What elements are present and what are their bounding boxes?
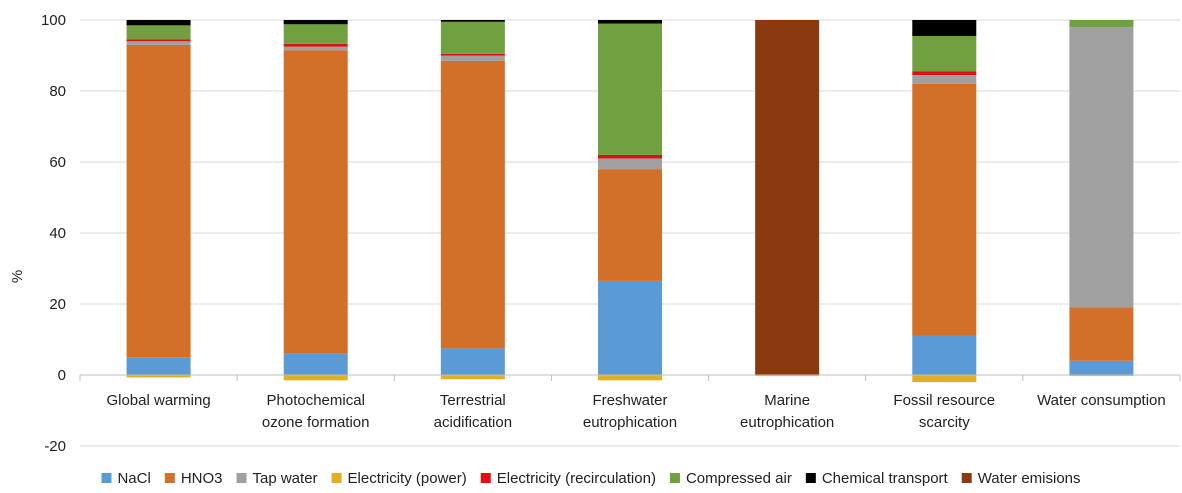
bar-segment xyxy=(1069,307,1134,361)
bar-segment xyxy=(912,20,977,36)
category-label: Fossil resource xyxy=(893,392,995,409)
category-labels: Global warming Photochemical ozone formati… xyxy=(106,392,1165,431)
bar-segment xyxy=(912,71,977,76)
legend-swatch xyxy=(236,473,247,483)
bar-segment xyxy=(126,41,191,45)
bar-segment xyxy=(126,44,191,358)
category-label: eutrophication xyxy=(583,414,677,431)
bar-segment xyxy=(440,55,505,61)
bar-segment xyxy=(283,20,348,25)
bar-segment xyxy=(598,158,662,170)
bar-segment xyxy=(283,353,348,375)
x-axis xyxy=(79,374,1181,381)
legend-swatch xyxy=(805,473,816,483)
bar-segment xyxy=(126,375,191,378)
bar-segment xyxy=(598,23,662,155)
y-tick-label: 100 xyxy=(41,12,66,29)
category-label: Global warming xyxy=(106,392,210,409)
bar-segment xyxy=(440,375,505,380)
bar-segment xyxy=(126,39,191,42)
bar-segment xyxy=(126,357,191,375)
bar-segment xyxy=(598,375,662,381)
category-label: Photochemical xyxy=(267,392,365,409)
bar-segment xyxy=(283,43,348,47)
y-tick-label: 40 xyxy=(49,225,66,242)
bar-segment xyxy=(912,35,977,72)
bar-segment xyxy=(598,169,662,281)
legend-label: Electricity (power) xyxy=(348,470,467,487)
bar-segment xyxy=(912,83,977,336)
legend-label: Tap water xyxy=(253,470,318,487)
category-label: scarcity xyxy=(919,414,970,431)
legend-swatch xyxy=(331,473,342,483)
bar-segment xyxy=(755,375,820,377)
legend: NaCl HNO3 Tap water Electricity (power) Elec… xyxy=(101,470,1081,487)
bars xyxy=(126,20,1134,383)
category-label: acidification xyxy=(434,414,512,431)
bar-segment xyxy=(440,348,505,375)
y-tick-label: 20 xyxy=(49,296,66,313)
legend-label: Chemical transport xyxy=(822,470,949,487)
category-label: Terrestrial xyxy=(440,392,506,409)
y-tick-label: 60 xyxy=(49,154,66,171)
y-axis-label: % xyxy=(9,270,26,283)
category-label: Freshwater xyxy=(592,392,667,409)
bar-segment xyxy=(283,24,348,44)
bar-segment xyxy=(1069,27,1134,308)
bar-segment xyxy=(598,280,662,375)
bar-segment xyxy=(126,20,191,26)
bar-segment xyxy=(598,20,662,24)
bar-segment xyxy=(912,335,977,375)
bar-segment xyxy=(440,53,505,56)
bar-segment xyxy=(440,20,505,22)
bar-segment xyxy=(1069,360,1134,375)
y-axis-ticks: -20 0 20 40 60 80 100 xyxy=(41,12,66,455)
bar-segment xyxy=(912,75,977,84)
bar-segment xyxy=(912,375,977,383)
bar-segment xyxy=(1069,375,1134,377)
y-tick-label: 0 xyxy=(58,367,66,384)
bar-segment xyxy=(283,50,348,354)
bar-segment xyxy=(126,25,191,40)
legend-label: NaCl xyxy=(117,470,150,487)
legend-swatch xyxy=(961,473,972,483)
category-label: ozone formation xyxy=(262,414,370,431)
category-label: eutrophication xyxy=(740,414,834,431)
legend-label: Water emisions xyxy=(978,470,1081,487)
bar-segment xyxy=(440,21,505,54)
legend-swatch xyxy=(164,473,175,483)
legend-swatch xyxy=(480,473,491,483)
bar-segment xyxy=(283,375,348,381)
legend-label: HNO3 xyxy=(181,470,223,487)
category-label: Marine xyxy=(764,392,810,409)
legend-label: Compressed air xyxy=(686,470,792,487)
bar-segment xyxy=(755,20,820,375)
bar-segment xyxy=(598,154,662,159)
legend-swatch xyxy=(669,473,680,483)
legend-swatch xyxy=(101,473,112,483)
legend-label: Electricity (recirculation) xyxy=(497,470,656,487)
bar-segment xyxy=(440,60,505,349)
bar-segment xyxy=(283,46,348,51)
category-label: Water consumption xyxy=(1037,392,1166,409)
y-tick-label: -20 xyxy=(44,438,66,455)
bar-segment xyxy=(1069,20,1134,28)
y-tick-label: 80 xyxy=(49,83,66,100)
